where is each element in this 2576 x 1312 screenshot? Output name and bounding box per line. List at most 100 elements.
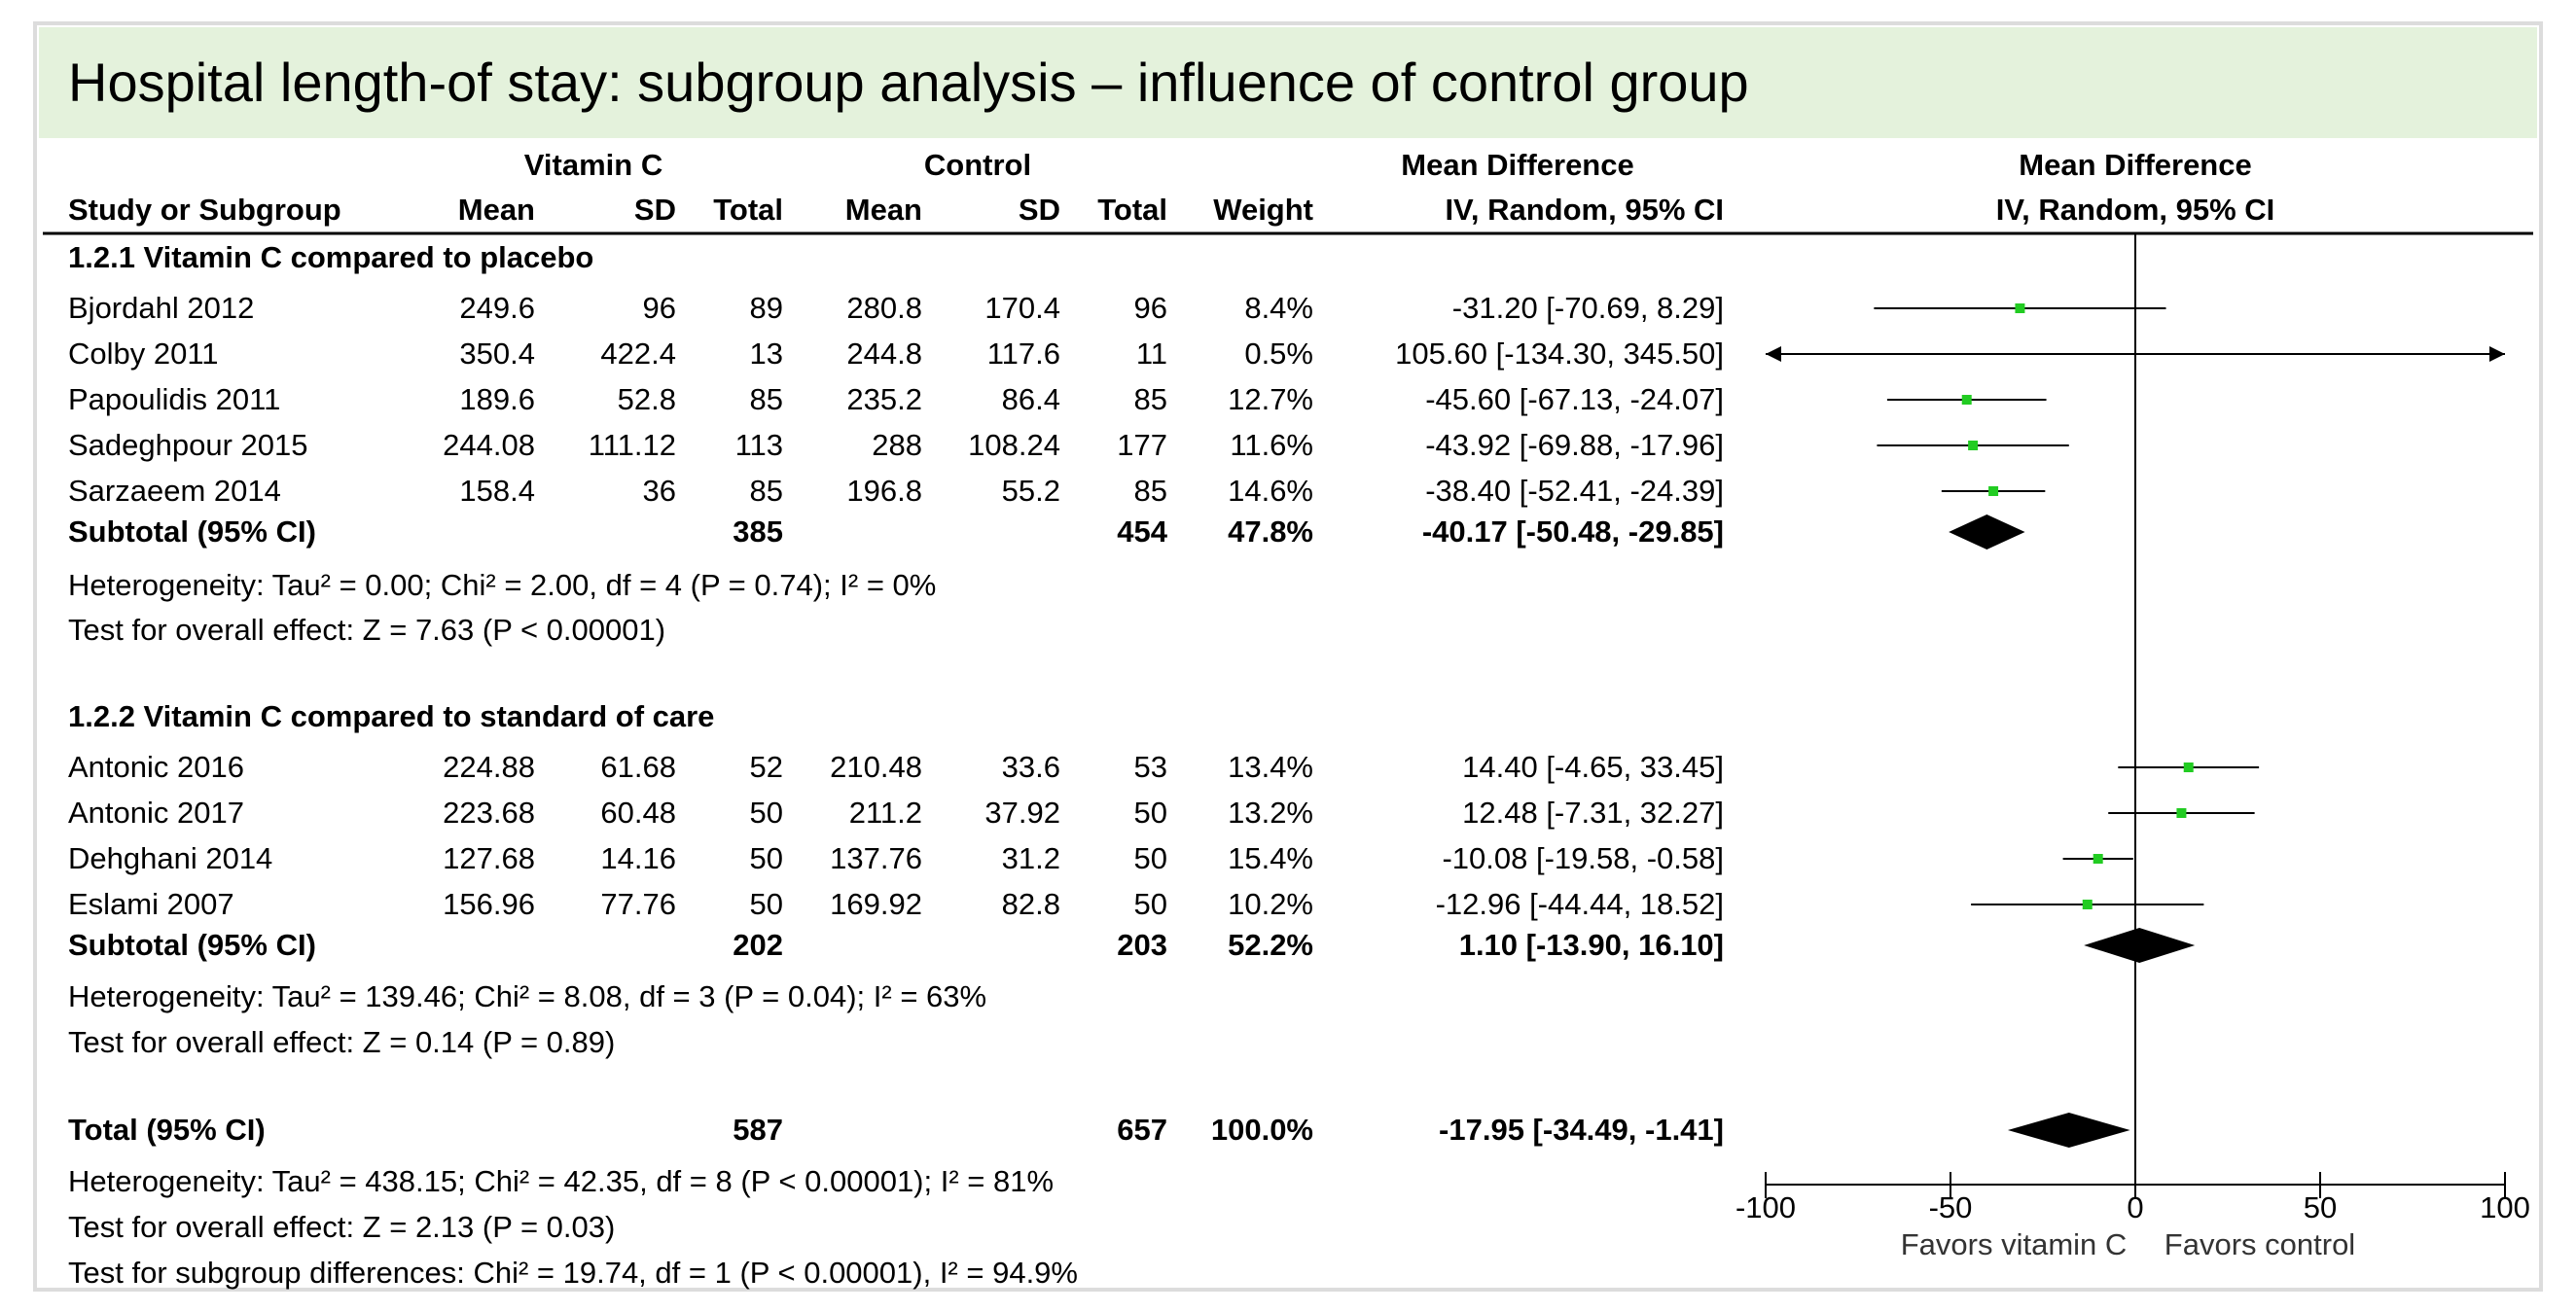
total-control: 657 (1117, 1113, 1167, 1147)
weight: 8.4% (1244, 291, 1313, 325)
study-point (1988, 486, 1999, 496)
vitc-mean: 350.4 (459, 337, 535, 371)
control-sd: 31.2 (1001, 841, 1060, 875)
control-sd: 33.6 (1001, 750, 1060, 784)
study-name: Dehghani 2014 (68, 841, 273, 875)
study-name: Colby 2011 (68, 337, 219, 371)
weight: 13.2% (1228, 796, 1313, 830)
control-mean: 244.8 (846, 337, 922, 371)
overall-effect-text: Test for overall effect: Z = 7.63 (P < 0… (68, 613, 666, 647)
control-sd: 86.4 (1001, 382, 1060, 416)
header-md-sub: IV, Random, 95% CI (1445, 193, 1724, 227)
control-total: 85 (1133, 474, 1167, 508)
vitc-mean: 224.88 (443, 750, 535, 784)
vitc-total: 50 (749, 887, 783, 921)
header-mean-difference: Mean Difference (1401, 148, 1634, 182)
plot-header-sub: IV, Random, 95% CI (1995, 193, 2275, 227)
total-weight: 100.0% (1210, 1113, 1313, 1147)
weight: 0.5% (1244, 337, 1313, 371)
favors-vitamin-c-label: Favors vitamin C (1901, 1227, 2128, 1261)
subtotal-label: Subtotal (95% CI) (68, 928, 316, 962)
control-sd: 55.2 (1001, 474, 1060, 508)
subgroup-label: 1.2.2 Vitamin C compared to standard of … (68, 699, 715, 733)
vitc-total: 50 (749, 796, 783, 830)
subtotal-ci: -40.17 [-50.48, -29.85] (1421, 514, 1724, 549)
total-label: Total (95% CI) (68, 1113, 266, 1147)
weight: 15.4% (1228, 841, 1313, 875)
control-sd: 170.4 (984, 291, 1060, 325)
control-sd: 82.8 (1001, 887, 1060, 921)
header-study: Study or Subgroup (68, 193, 341, 227)
vitc-sd: 111.12 (588, 428, 676, 462)
vitc-mean: 156.96 (443, 887, 535, 921)
favors-control-label: Favors control (2165, 1227, 2355, 1261)
mean-difference-ci: 12.48 [-7.31, 32.27] (1462, 796, 1724, 830)
vitc-mean: 189.6 (459, 382, 535, 416)
control-sd: 108.24 (968, 428, 1060, 462)
control-mean: 210.48 (830, 750, 922, 784)
control-total: 50 (1133, 796, 1167, 830)
control-total: 96 (1133, 291, 1167, 325)
mean-difference-ci: -45.60 [-67.13, -24.07] (1425, 382, 1724, 416)
control-total: 50 (1133, 887, 1167, 921)
x-axis-tick-label: 100 (2480, 1190, 2530, 1224)
study-name: Antonic 2016 (68, 750, 244, 784)
mean-difference-ci: -43.92 [-69.88, -17.96] (1425, 428, 1724, 462)
control-total: 53 (1133, 750, 1167, 784)
subgroup-differences: Test for subgroup differences: Chi² = 19… (68, 1256, 1078, 1290)
vitc-sd: 60.48 (600, 796, 676, 830)
ci-arrow-left (1766, 346, 1781, 362)
vitc-total: 13 (749, 337, 783, 371)
subtotal-control-total: 203 (1117, 928, 1167, 962)
control-sd: 37.92 (984, 796, 1060, 830)
header-sd: SD (1018, 193, 1060, 227)
vitc-mean: 244.08 (443, 428, 535, 462)
total-ci: -17.95 [-34.49, -1.41] (1439, 1113, 1724, 1147)
total-overall-effect: Test for overall effect: Z = 2.13 (P = 0… (68, 1210, 616, 1244)
study-point (2183, 762, 2194, 772)
header-mean: Mean (844, 193, 922, 227)
mean-difference-ci: 105.60 [-134.30, 345.50] (1395, 337, 1724, 371)
vitc-total: 52 (749, 750, 783, 784)
subtotal-vitc-total: 385 (733, 514, 783, 549)
study-name: Eslami 2007 (68, 887, 234, 921)
control-total: 85 (1133, 382, 1167, 416)
vitc-total: 85 (749, 382, 783, 416)
mean-difference-ci: -12.96 [-44.44, 18.52] (1435, 887, 1724, 921)
header-mean: Mean (457, 193, 535, 227)
study-name: Antonic 2017 (68, 796, 244, 830)
subtotal-ci: 1.10 [-13.90, 16.10] (1458, 928, 1724, 962)
mean-difference-ci: -31.20 [-70.69, 8.29] (1451, 291, 1724, 325)
study-point (2176, 808, 2187, 818)
slide-title: Hospital length-of stay: subgroup analys… (68, 52, 1749, 113)
subgroup-label: 1.2.1 Vitamin C compared to placebo (68, 240, 594, 274)
subtotal-weight: 52.2% (1228, 928, 1313, 962)
weight: 13.4% (1228, 750, 1313, 784)
header-weight: Weight (1213, 193, 1313, 227)
control-mean: 196.8 (846, 474, 922, 508)
control-total: 50 (1133, 841, 1167, 875)
control-mean: 137.76 (830, 841, 922, 875)
weight: 11.6% (1230, 428, 1313, 462)
vitc-total: 89 (749, 291, 783, 325)
study-point (1968, 441, 1979, 450)
vitc-mean: 249.6 (459, 291, 535, 325)
subtotal-weight: 47.8% (1228, 514, 1313, 549)
vitc-sd: 61.68 (600, 750, 676, 784)
study-point (2082, 900, 2093, 909)
vitc-total: 50 (749, 841, 783, 875)
control-sd: 117.6 (986, 337, 1060, 371)
x-axis-tick-label: -50 (1929, 1190, 1973, 1224)
subtotal-vitc-total: 202 (733, 928, 783, 962)
vitc-mean: 223.68 (443, 796, 535, 830)
subtotal-label: Subtotal (95% CI) (68, 514, 316, 549)
plot-header-title: Mean Difference (2019, 148, 2252, 182)
study-point (2093, 854, 2103, 864)
weight: 12.7% (1228, 382, 1313, 416)
x-axis-tick-label: 0 (2127, 1190, 2143, 1224)
vitc-mean: 127.68 (443, 841, 535, 875)
control-mean: 211.2 (848, 796, 922, 830)
control-mean: 235.2 (846, 382, 922, 416)
control-mean: 288 (872, 428, 922, 462)
